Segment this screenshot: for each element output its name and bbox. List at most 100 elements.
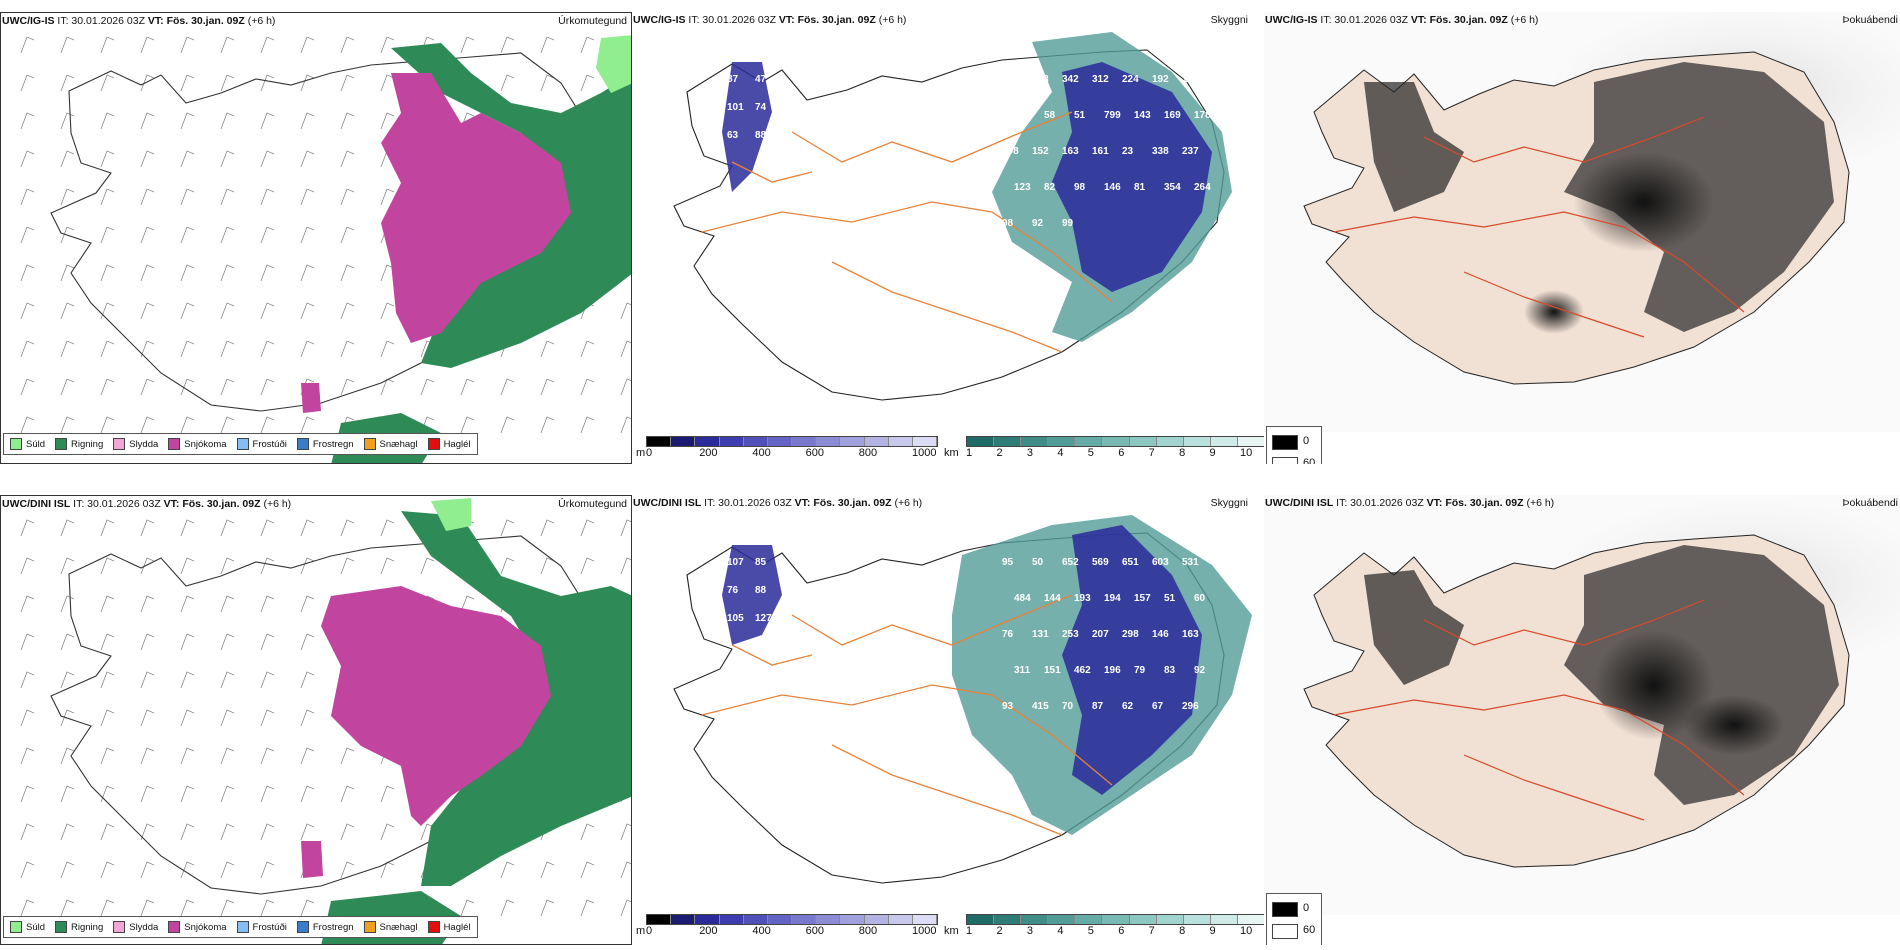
- wind-barb: [220, 709, 235, 727]
- legend-label: Frostregn: [312, 921, 354, 933]
- cloudbase-value-label: 651: [1122, 557, 1139, 568]
- wind-barb: [300, 416, 315, 434]
- wind-barb: [380, 519, 395, 537]
- wind-barb: [380, 823, 395, 841]
- wind-barb: [20, 378, 35, 396]
- wind-barb: [460, 416, 475, 434]
- wind-barb: [260, 36, 275, 54]
- wind-barb: [380, 302, 395, 320]
- fog-legend-label: 0: [1303, 902, 1310, 914]
- wind-barb: [340, 519, 355, 537]
- wind-barb: [60, 302, 75, 320]
- wind-barb: [100, 226, 115, 244]
- wind-barb: [340, 747, 355, 765]
- wind-barb: [100, 74, 115, 92]
- legend-item: Slydda: [113, 438, 158, 450]
- wind-barb: [20, 671, 35, 689]
- cloudbase-value-label: 354: [1164, 182, 1181, 193]
- wind-barb: [180, 36, 195, 54]
- panel-title: Úrkomutegund: [558, 498, 627, 510]
- wind-barb: [180, 671, 195, 689]
- wind-barb: [300, 785, 315, 803]
- wind-barb: [220, 340, 235, 358]
- cloudbase-value-label: 198: [1002, 146, 1019, 157]
- colorbar-segment: [888, 437, 913, 446]
- cloudbase-value-label: 342: [1062, 74, 1079, 85]
- colorbar-segment: [1129, 437, 1157, 446]
- wind-barb: [580, 416, 595, 434]
- wind-barb: [100, 264, 115, 282]
- wind-barb: [100, 519, 115, 537]
- wind-barb: [620, 416, 631, 434]
- wind-barb: [20, 302, 35, 320]
- legend-item: Snjókoma: [168, 921, 227, 933]
- colorbar-segment: [994, 915, 1022, 924]
- wind-barb: [140, 302, 155, 320]
- cloudbase-value-label: 146: [1104, 182, 1121, 193]
- wind-barb: [220, 557, 235, 575]
- colorbar-segment: [912, 915, 938, 924]
- colorbar-tick: 8: [1179, 447, 1186, 459]
- cloudbase-value-label: 123: [1014, 182, 1031, 193]
- cloudbase-value-label: 569: [1092, 557, 1109, 568]
- wind-barb: [100, 823, 115, 841]
- colorbar-unit: m: [636, 447, 646, 459]
- wind-barb: [180, 74, 195, 92]
- wind-barb: [300, 633, 315, 651]
- panel-header: UWC/DINI ISL IT: 30.01.2026 03Z VT: Fös.…: [633, 497, 923, 509]
- wind-barb: [180, 340, 195, 358]
- wind-barb: [380, 36, 395, 54]
- roads: [1333, 599, 1745, 821]
- wind-barb: [20, 188, 35, 206]
- cloudbase-value-label: 311: [1014, 665, 1031, 676]
- wind-barb: [500, 74, 515, 92]
- cloudbase-value-label: 70: [1062, 701, 1074, 712]
- wind-barb: [60, 595, 75, 613]
- legend-swatch: [10, 921, 22, 933]
- cloudbase-value-label: 50: [1032, 557, 1044, 568]
- cloudbase-value-label: 83: [1164, 665, 1176, 676]
- colorbar-segment: [967, 915, 995, 924]
- legend-swatch: [363, 438, 376, 450]
- colorbar-segment: [792, 437, 817, 446]
- cloudbase-value-label: 51: [1164, 593, 1176, 604]
- cloudbase-value-label: 93: [1002, 701, 1014, 712]
- wind-barb: [380, 378, 395, 396]
- legend-label: Slydda: [129, 438, 159, 450]
- wind-barb: [20, 74, 35, 92]
- colorbar-segment: [967, 437, 995, 446]
- wind-barb: [340, 264, 355, 282]
- wind-barb: [620, 899, 631, 917]
- wind-barb: [260, 595, 275, 613]
- wind-barb: [180, 823, 195, 841]
- wind-barb: [460, 378, 475, 396]
- wind-barb: [140, 378, 155, 396]
- legend-swatch: [427, 921, 440, 933]
- colorbar-tick: 10: [1240, 447, 1253, 459]
- colorbar-segment: [1156, 437, 1184, 446]
- colorbar-tick: 4: [1057, 925, 1064, 937]
- wind-barb: [300, 226, 315, 244]
- cloudbase-value-label: 62: [1122, 701, 1134, 712]
- wind-barb: [220, 150, 235, 168]
- cloudbase-value-label: 194: [1104, 593, 1121, 604]
- wind-barb: [300, 188, 315, 206]
- colorbar-tick: 3: [1026, 447, 1033, 459]
- wind-barb: [380, 74, 395, 92]
- cloudbase-value-label: 51: [1074, 110, 1086, 121]
- wind-barb: [540, 861, 555, 879]
- colorbar-segment: [767, 915, 793, 924]
- wind-barb: [260, 150, 275, 168]
- colorbar-segment: [1210, 437, 1238, 446]
- wind-barb: [100, 188, 115, 206]
- legend-item: Súld: [10, 921, 45, 933]
- cloudbase-value-label: 146: [1152, 629, 1169, 640]
- wind-barb: [300, 302, 315, 320]
- fog-dark-nw: [1364, 570, 1464, 685]
- wind-barb: [300, 557, 315, 575]
- wind-barb: [460, 36, 475, 54]
- legend-label: Súld: [26, 438, 46, 450]
- wind-barb: [180, 378, 195, 396]
- wind-barb: [300, 112, 315, 130]
- wind-barb: [260, 378, 275, 396]
